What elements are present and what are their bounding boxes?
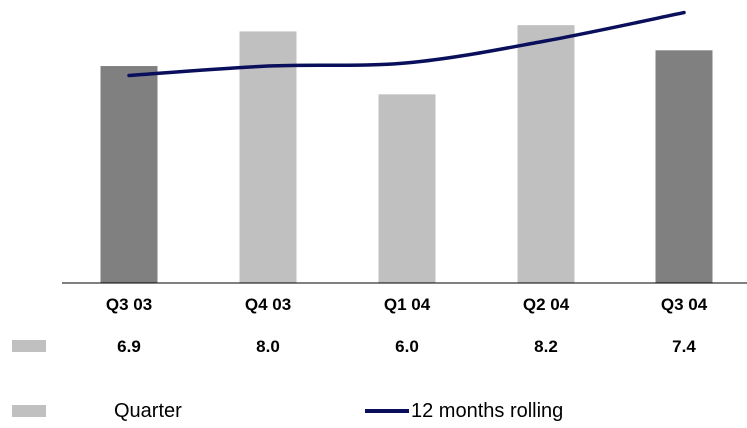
- category-labels: Q3 03 Q4 03 Q1 04 Q2 04 Q3 04: [106, 295, 708, 314]
- bar-q3-03: [100, 66, 158, 284]
- legend-rolling: 12 months rolling: [365, 396, 563, 426]
- value-label: 8.0: [256, 337, 280, 356]
- category-label: Q2 04: [523, 295, 570, 314]
- value-label: 6.0: [395, 337, 419, 356]
- legend-rolling-line: [365, 409, 409, 413]
- legend-rolling-label: 12 months rolling: [411, 399, 564, 422]
- value-label: 8.2: [534, 337, 558, 356]
- value-label: 7.4: [672, 337, 696, 356]
- value-label: 6.9: [117, 337, 141, 356]
- legend-quarter: Quarter: [12, 396, 182, 426]
- bars-group: [100, 25, 713, 284]
- legend-quarter-swatch: [12, 405, 46, 417]
- legend-quarter-label: Quarter: [114, 399, 182, 422]
- category-label: Q1 04: [384, 295, 431, 314]
- category-label: Q3 04: [661, 295, 708, 314]
- category-label: Q4 03: [245, 295, 291, 314]
- bar-q1-04: [378, 94, 436, 283]
- value-row-swatch: [12, 340, 46, 352]
- bar-q3-04: [655, 50, 713, 283]
- value-labels: 6.9 8.0 6.0 8.2 7.4: [117, 337, 696, 356]
- bar-q2-04: [517, 25, 575, 284]
- rolling-line: [127, 10, 686, 78]
- bar-q4-03: [239, 31, 297, 284]
- category-label: Q3 03: [106, 295, 152, 314]
